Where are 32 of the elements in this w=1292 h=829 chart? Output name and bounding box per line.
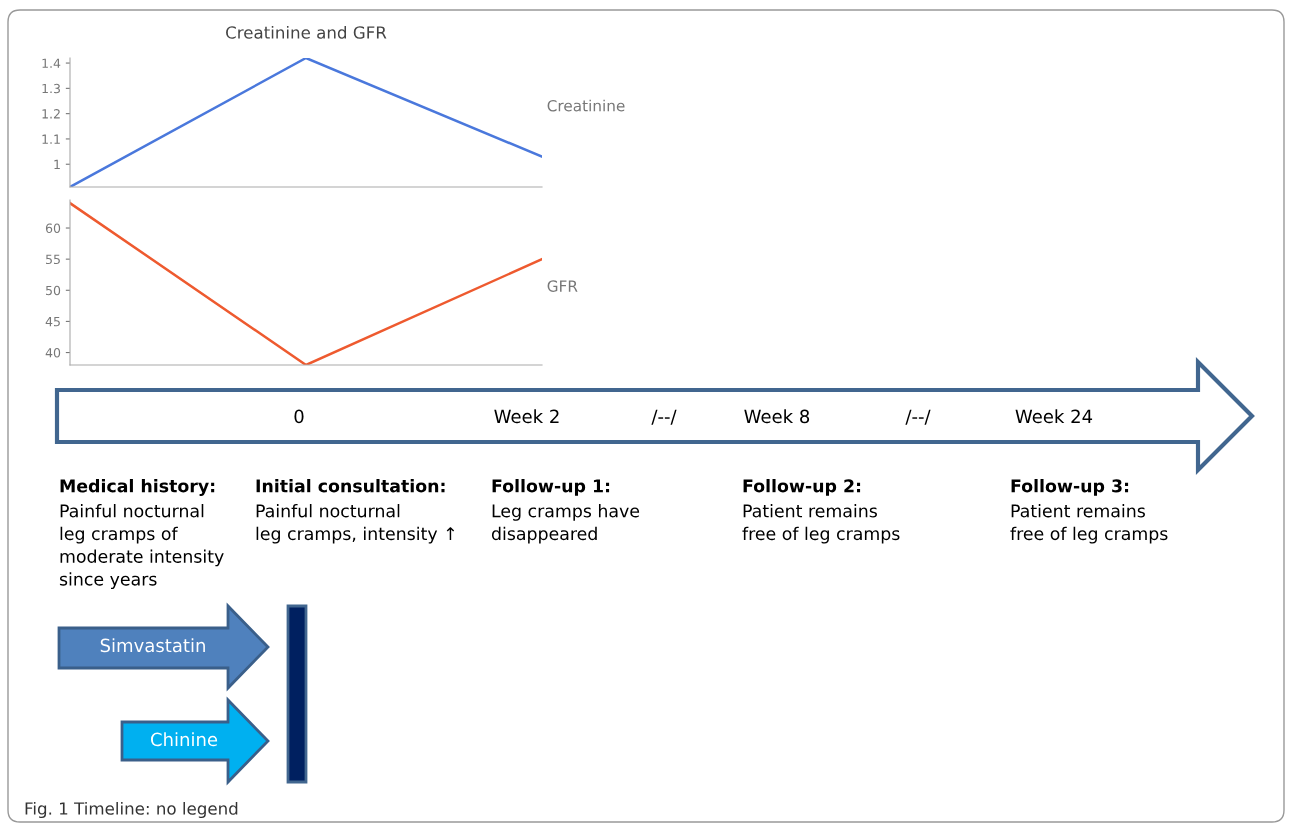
text: Medical history: <box>60 479 215 496</box>
text: Follow-up 3: <box>1011 479 1129 496</box>
y-tick-label: 1.3 <box>42 83 60 94</box>
caption: Fig. 1 Timeline: no legend <box>25 801 238 819</box>
text: Painful nocturnal leg cramps of moderate intensity since years <box>59 504 224 590</box>
text: Patient remains free of leg cramps <box>1010 504 1168 544</box>
text: /--/ <box>905 409 931 425</box>
text: Initial consultation: <box>256 479 445 493</box>
chart-title: Creatinine and GFR <box>226 25 387 39</box>
y-tick-label: 55 <box>46 254 60 265</box>
y-tick-label: 1.1 <box>42 134 60 144</box>
text: /--/ <box>651 409 677 425</box>
text: Patient remains free of leg cramps <box>742 504 900 544</box>
text: Leg cramps have disappeared <box>491 504 640 544</box>
text: Week 2 <box>494 409 559 424</box>
y-tick-label: 1.4 <box>42 58 61 68</box>
text: Painful nocturnal leg cramps, intensity ↑ <box>256 504 455 544</box>
y-tick-label: 60 <box>45 223 61 233</box>
text: Follow-up 2: <box>743 479 861 496</box>
text: Follow-up 1: <box>492 479 610 496</box>
text: Week 8 <box>744 409 810 424</box>
text: Simvastatin <box>100 638 205 653</box>
text: Chinine <box>150 732 218 747</box>
y-tick-label: 1.2 <box>42 109 60 119</box>
text: Creatinine <box>547 99 625 112</box>
y-tick-label: 45 <box>45 317 60 327</box>
text: 0 <box>294 409 304 424</box>
y-tick-label: 1 <box>54 159 60 169</box>
y-tick-label: 50 <box>46 285 61 296</box>
text: Week 24 <box>1015 409 1093 424</box>
y-tick-label: 40 <box>45 348 61 358</box>
series-label: GFR <box>547 280 578 292</box>
